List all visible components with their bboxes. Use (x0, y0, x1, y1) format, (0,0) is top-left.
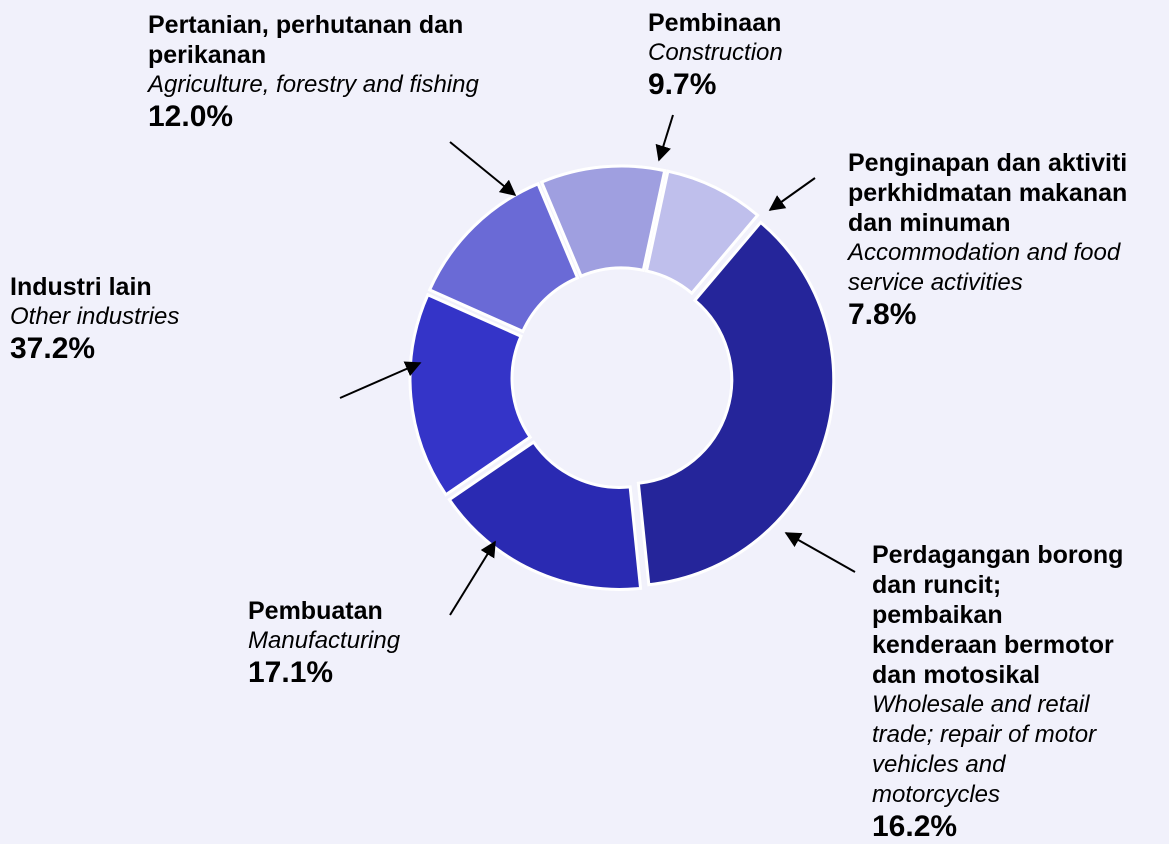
slice (408, 292, 533, 497)
category-name: Pertanian, perhutanan dan perikanan (148, 11, 464, 69)
slice (539, 164, 667, 279)
slice (447, 439, 643, 591)
slice-label: Pembuatan Manufacturing 17.1% (248, 596, 468, 690)
arrow (449, 141, 517, 197)
value-label: 9.7% (648, 68, 717, 101)
arrow (339, 361, 422, 399)
arrow (655, 114, 674, 162)
arrow (449, 540, 496, 616)
category-name: Pembuatan (248, 597, 383, 625)
category-name-en: Agriculture, forestry and fishing (148, 71, 479, 98)
category-name-en: Accommodation and food service activitie… (848, 239, 1121, 296)
category-name: Penginapan dan aktiviti perkhidmatan mak… (848, 149, 1128, 237)
value-label: 12.0% (148, 100, 234, 133)
slice (644, 169, 760, 296)
slice (427, 181, 580, 334)
value-label: 16.2% (872, 810, 958, 843)
value-label: 17.1% (248, 656, 334, 689)
arrows (339, 114, 856, 616)
value-label: 37.2% (10, 332, 96, 365)
category-name-en: Other industries (10, 303, 180, 330)
arrow (784, 532, 856, 573)
category-name-en: Construction (648, 39, 783, 66)
value-label: 7.8% (848, 298, 917, 331)
slice-label: Pertanian, perhutanan dan perikanan Agric… (148, 10, 498, 134)
category-name: Perdagangan borong dan runcit; pembaikan… (872, 541, 1124, 689)
category-name: Industri lain (10, 273, 152, 301)
page: (() => { const data = JSON.parse(documen… (10, 8, 1168, 843)
slice-label: Industri lain Other industries 37.2% (10, 272, 355, 366)
slice (636, 220, 836, 587)
category-name: Pembinaan (648, 9, 782, 37)
slice-label: Penginapan dan aktiviti perkhidmatan mak… (848, 148, 1168, 332)
slice-label: Perdagangan borong dan runcit; pembaikan… (872, 540, 1132, 844)
category-name-en: Manufacturing (248, 627, 401, 654)
chart (339, 114, 856, 616)
arrow (768, 177, 816, 211)
category-name-en: Wholesale and retail trade; repair of mo… (872, 691, 1097, 808)
slice-label: Pembinaan Construction 9.7% (648, 8, 848, 102)
